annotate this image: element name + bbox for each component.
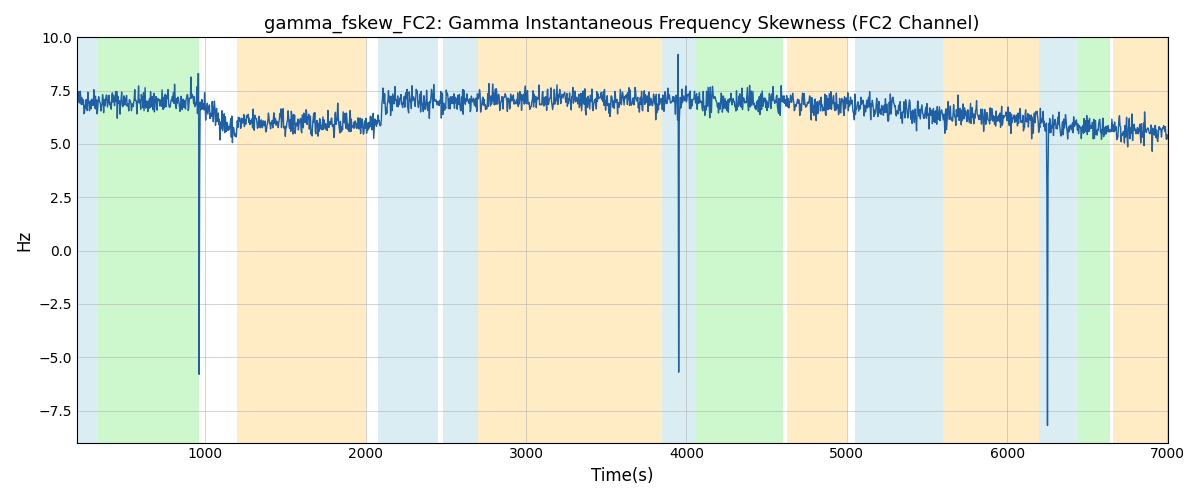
Bar — [662, 38, 696, 442]
Bar — [854, 38, 943, 442]
Bar — [478, 38, 662, 442]
Bar — [943, 38, 1039, 442]
Bar — [378, 38, 438, 442]
Bar — [1078, 38, 1110, 442]
Bar — [1039, 38, 1078, 442]
Y-axis label: Hz: Hz — [14, 230, 34, 250]
Bar — [787, 38, 847, 442]
X-axis label: Time(s): Time(s) — [590, 467, 654, 485]
Bar — [1112, 38, 1168, 442]
Bar — [97, 38, 199, 442]
Bar — [77, 38, 97, 442]
Bar — [238, 38, 366, 442]
Title: gamma_fskew_FC2: Gamma Instantaneous Frequency Skewness (FC2 Channel): gamma_fskew_FC2: Gamma Instantaneous Fre… — [264, 15, 980, 34]
Bar — [696, 38, 782, 442]
Bar — [443, 38, 478, 442]
